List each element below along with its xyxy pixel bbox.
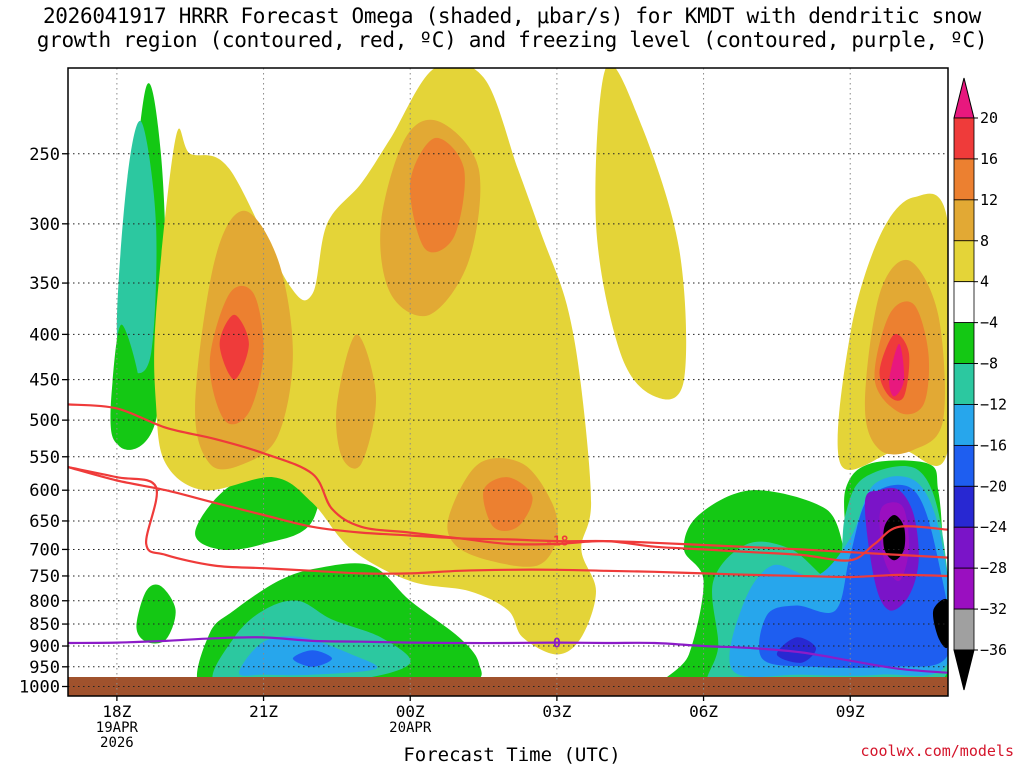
x-axis-label: Forecast Time (UTC) <box>403 744 621 766</box>
colorbar-label: −24 <box>980 518 1007 536</box>
contour-line <box>68 403 948 562</box>
colorbar-swatch <box>953 240 975 283</box>
omega-region-20 <box>889 343 905 397</box>
contour-line <box>68 636 948 674</box>
omega-region--24 <box>776 637 817 663</box>
y-tick-label: 800 <box>29 592 60 612</box>
plot-frame <box>67 67 949 697</box>
chart-title-line-2: growth region (contoured, red, ºC) and f… <box>36 28 988 52</box>
omega-region-16 <box>219 314 249 380</box>
y-tick-label: 350 <box>29 274 60 294</box>
x-tick-label: 03Z <box>542 702 571 721</box>
colorbar-swatch <box>953 322 975 364</box>
omega-region-8 <box>336 334 377 469</box>
colorbar-swatch <box>953 444 975 487</box>
omega-region--20 <box>292 650 332 667</box>
y-tick-label: 900 <box>29 637 60 657</box>
colorbar-arrow-bottom <box>953 649 975 691</box>
colorbar-swatch <box>953 567 975 610</box>
y-tick-label: 550 <box>29 448 60 468</box>
colorbar-label: 12 <box>980 191 998 209</box>
contour-line <box>68 466 948 579</box>
credit-link[interactable]: coolwx.com/models <box>860 742 1014 760</box>
y-tick-label: 850 <box>29 615 60 635</box>
contour-label: 0 <box>553 637 561 652</box>
y-tick-label: 700 <box>29 540 60 560</box>
contour-label: -18 <box>545 535 569 550</box>
y-axis: 2503003504004505005506006507007508008509… <box>19 145 68 698</box>
colorbar-label: −4 <box>980 314 998 332</box>
colorbar-swatch <box>953 117 975 160</box>
y-tick-label: 250 <box>29 145 60 165</box>
x-tick-label: 00Z <box>396 702 425 721</box>
y-tick-label: 500 <box>29 411 60 431</box>
x-tick-label: 09Z <box>836 702 865 721</box>
x-tick-label: 2026 <box>100 735 134 751</box>
colorbar-label: −16 <box>980 436 1007 454</box>
x-tick-label: 06Z <box>689 702 718 721</box>
x-tick-label: 20APR <box>389 720 432 736</box>
y-tick-label: 400 <box>29 325 60 345</box>
chart-title-line-1: 2026041917 HRRR Forecast Omega (shaded, … <box>42 4 982 28</box>
colorbar-swatch <box>953 363 975 405</box>
x-tick-label: 19APR <box>96 720 139 736</box>
contour-line <box>68 466 948 559</box>
x-tick-label: 21Z <box>249 702 278 721</box>
colorbar-label: −20 <box>980 477 1007 495</box>
colorbar-label: −32 <box>980 600 1007 618</box>
omega-region--8 <box>136 584 176 644</box>
y-tick-label: 950 <box>29 658 60 678</box>
colorbar-swatch <box>953 608 975 651</box>
colorbar-swatch <box>953 526 975 569</box>
colorbar-swatch <box>953 404 975 446</box>
y-tick-label: 1000 <box>19 678 60 698</box>
y-tick-label: 600 <box>29 481 60 501</box>
omega-region-12 <box>483 477 533 532</box>
y-tick-label: 750 <box>29 567 60 587</box>
colorbar-label: 4 <box>980 273 989 291</box>
colorbar-swatch <box>953 281 975 324</box>
colorbar-swatch <box>953 158 975 201</box>
colorbar-label: −36 <box>980 641 1007 659</box>
colorbar-label: 8 <box>980 232 989 250</box>
colorbar-swatch <box>953 199 975 242</box>
y-tick-label: 650 <box>29 512 60 532</box>
chart-title: 2026041917 HRRR Forecast Omega (shaded, … <box>0 4 1024 52</box>
y-tick-label: 300 <box>29 215 60 235</box>
omega-region--12 <box>116 120 157 374</box>
colorbar-arrow-top <box>953 77 975 119</box>
omega-region--36 <box>932 598 948 649</box>
colorbar-label: −8 <box>980 355 998 373</box>
colorbar-swatch <box>953 485 975 528</box>
x-tick-label: 18Z <box>102 702 131 721</box>
contour-lines: -18 0 <box>68 403 948 674</box>
colorbar-label: −28 <box>980 559 1007 577</box>
colorbar: 20 16 12 8 4 −4 −8 −12 −16 −20 −24 −28 −32 −36 <box>953 77 1007 691</box>
omega-shading <box>110 68 948 691</box>
omega-region-4 <box>595 68 687 400</box>
colorbar-label: −12 <box>980 395 1007 413</box>
colorbar-label: 16 <box>980 150 998 168</box>
y-tick-label: 450 <box>29 371 60 391</box>
grid-lines <box>68 68 948 696</box>
colorbar-label: 20 <box>980 109 998 127</box>
